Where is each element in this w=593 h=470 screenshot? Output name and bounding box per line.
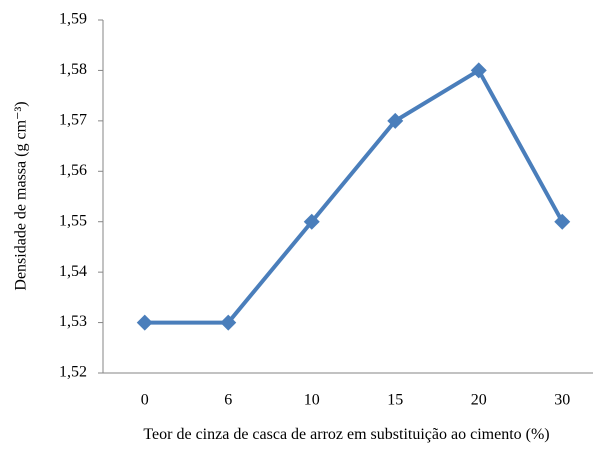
marker bbox=[303, 213, 320, 230]
y-tick-label: 1,59 bbox=[59, 11, 87, 28]
x-tick-label: 6 bbox=[224, 392, 232, 409]
y-tick-label: 1,57 bbox=[59, 112, 87, 129]
x-axis-label: Teor de cinza de casca de arroz em subst… bbox=[143, 426, 550, 443]
x-tick-label: 20 bbox=[471, 392, 487, 409]
marker bbox=[554, 213, 571, 230]
y-tick-label: 1,53 bbox=[59, 313, 87, 330]
marker bbox=[470, 62, 487, 79]
x-tick-label: 30 bbox=[554, 392, 570, 409]
y-tick-label: 1,58 bbox=[59, 61, 87, 78]
y-tick-label: 1,52 bbox=[59, 364, 87, 381]
y-axis-label: Densidade de massa (g cm⁻³) bbox=[13, 101, 30, 290]
marker bbox=[387, 112, 404, 129]
marker bbox=[220, 314, 237, 331]
line bbox=[144, 68, 565, 325]
x-tick-label: 15 bbox=[387, 392, 403, 409]
y-tick-label: 1,55 bbox=[59, 212, 87, 229]
x-tick-label: 0 bbox=[141, 392, 149, 409]
y-tick-label: 1,54 bbox=[59, 263, 87, 280]
marker bbox=[136, 314, 153, 331]
y-tick-label: 1,56 bbox=[59, 162, 87, 179]
x-tick-label: 10 bbox=[304, 392, 320, 409]
